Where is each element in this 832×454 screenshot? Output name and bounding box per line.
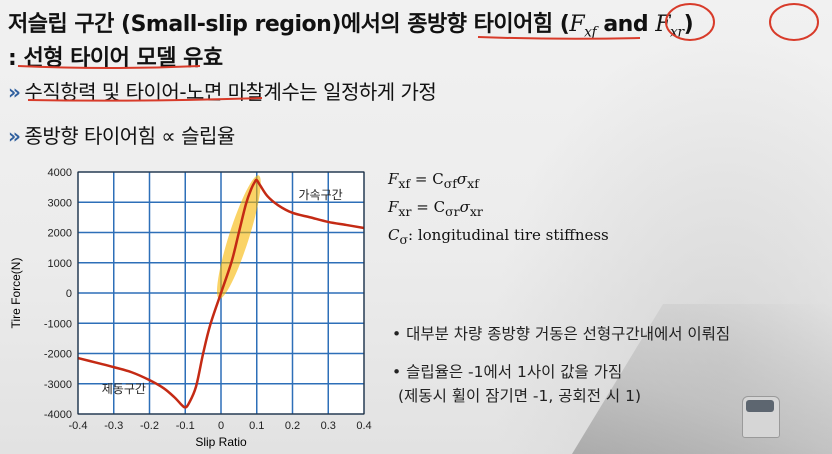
note-slip-range-detail: (제동시 휠이 잠기면 -1, 공회전 시 1) [398, 387, 642, 405]
x-tick-label: -0.3 [104, 420, 123, 432]
x-tick-label: -0.4 [69, 420, 88, 432]
x-axis-label: Slip Ratio [195, 435, 247, 449]
y-tick-labels: 4000 3000 2000 1000 0 -1000 -2000 -3000 -4000 [44, 167, 72, 421]
tire-force-chart: -0.4 -0.3 -0.2 -0.1 0 0.1 0.2 0.3 0.4 4000 3000 20… [9, 167, 372, 449]
title-suffix: ) [683, 12, 694, 37]
bullet-text: 종방향 타이어힘 ∝ 슬립율 [24, 124, 235, 148]
x-tick-label: 0.2 [285, 420, 300, 432]
bullet-chevron-icon: » [8, 80, 21, 104]
title-prefix: 저슬립 구간 (Small-slip region)에서의 종방향 타이어힘 ( [8, 12, 570, 37]
y-tick-label: -2000 [44, 349, 72, 361]
plot-frame [77, 171, 365, 415]
y-tick-label: 2000 [48, 228, 72, 240]
tire-force-curve [77, 178, 365, 409]
note-slip-range: • 슬립율은 -1에서 1사이 값을 가짐 [392, 363, 623, 381]
background-car-window [746, 400, 774, 412]
x-tick-label: 0.3 [321, 420, 336, 432]
bullet-proportional: » 종방향 타이어힘 ∝ 슬립율 [8, 120, 235, 149]
x-tick-labels: -0.4 -0.3 -0.2 -0.1 0 0.1 0.2 0.3 0.4 [69, 420, 372, 432]
x-tick-label: -0.2 [140, 420, 159, 432]
slide-title: 저슬립 구간 (Small-slip region)에서의 종방향 타이어힘 (… [8, 6, 694, 41]
equation-rear: Fxr = Cσrσxr [388, 198, 483, 219]
bullet-text: 수직항력 및 타이어-노면 마찰계수는 일정하게 가정 [24, 80, 437, 104]
x-tick-label: 0 [218, 420, 224, 432]
x-tick-label: 0.1 [249, 420, 264, 432]
y-tick-label: -1000 [44, 318, 72, 330]
bullet-chevron-icon: » [8, 124, 21, 148]
x-tick-label: 0.4 [356, 420, 371, 432]
x-tick-label: -0.1 [176, 420, 195, 432]
y-tick-label: -3000 [44, 379, 72, 391]
equation-stiffness-definition: Cσ: longitudinal tire stiffness [388, 226, 609, 247]
y-tick-label: 0 [66, 288, 72, 300]
note-linear-operation: • 대부분 차량 종방향 거동은 선형구간내에서 이뤄짐 [392, 325, 731, 343]
y-tick-label: 3000 [48, 197, 72, 209]
y-tick-label: 1000 [48, 258, 72, 270]
slide-subtitle: : 선형 타이어 모델 유효 [8, 46, 223, 71]
equation-front: Fxf = Cσfσxf [388, 170, 479, 191]
y-axis-label: Tire Force(N) [9, 258, 23, 329]
fxf-symbol: Fxf [569, 12, 597, 41]
title-and: and [603, 12, 649, 37]
y-tick-label: -4000 [44, 409, 72, 421]
fxr-symbol: Fxr [655, 12, 684, 41]
bullet-normal-force: » 수직항력 및 타이어-노면 마찰계수는 일정하게 가정 [8, 76, 437, 105]
acceleration-label: 가속구간 [299, 188, 343, 202]
braking-label: 제동구간 [102, 382, 146, 396]
y-tick-label: 4000 [48, 167, 72, 179]
